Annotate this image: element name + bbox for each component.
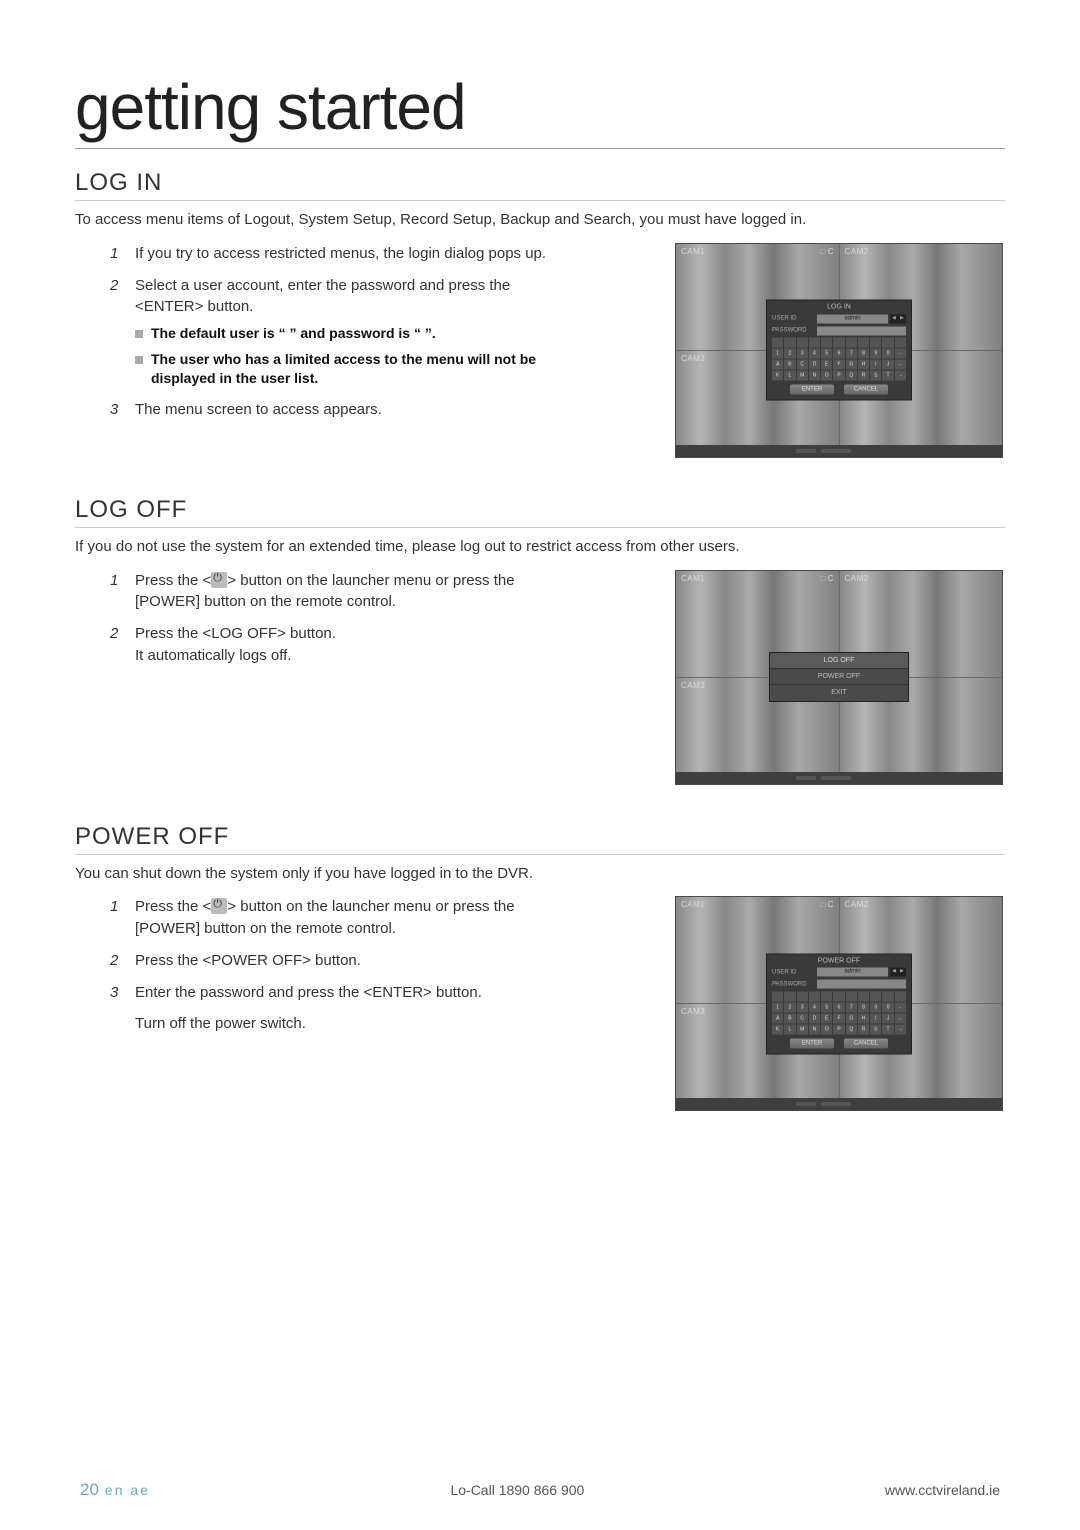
- login-title: LOG IN: [75, 169, 1005, 201]
- login-step-3: The menu screen to access appears.: [135, 401, 382, 418]
- keypad: 1234567890-ABCDEFGHIJ←KLMNOPQRST→: [772, 991, 906, 1034]
- page-title: getting started: [75, 70, 1005, 149]
- power-icon: [211, 572, 227, 588]
- poweroff-step-3b: Turn off the power switch.: [135, 1015, 306, 1032]
- login-step-1: If you try to access restricted menus, t…: [135, 245, 546, 262]
- login-steps: 1If you try to access restricted menus, …: [110, 243, 565, 421]
- logoff-intro: If you do not use the system for an exte…: [75, 536, 1005, 558]
- keypad: 1234567890-ABCDEFGHIJ←KLMNOPQRST→: [772, 338, 906, 381]
- login-step-2: Select a user account, enter the passwor…: [135, 277, 510, 316]
- footer-url: www.cctvireland.ie: [885, 1482, 1000, 1498]
- footer-phone: Lo-Call 1890 866 900: [150, 1482, 885, 1498]
- logoff-menu: LOG OFF POWER OFF EXIT: [769, 652, 909, 702]
- poweroff-intro: You can shut down the system only if you…: [75, 863, 1005, 885]
- login-dialog: LOG IN USER IDadmin◄► PASSWORD 123456789…: [766, 300, 912, 401]
- poweroff-screenshot: CAM1□ C CAM2 CAM3 POWER OFF USER IDadmin…: [675, 896, 1003, 1111]
- logoff-step-1: Press the <> button on the launcher menu…: [135, 572, 515, 611]
- section-logoff: LOG OFF If you do not use the system for…: [75, 496, 1005, 785]
- login-sub-2: The user who has a limited access to the…: [135, 350, 565, 389]
- logoff-steps: 1Press the <> button on the launcher men…: [110, 570, 565, 667]
- logoff-title: LOG OFF: [75, 496, 1005, 528]
- section-login: LOG IN To access menu items of Logout, S…: [75, 169, 1005, 458]
- poweroff-steps: 1Press the <> button on the launcher men…: [110, 896, 565, 1035]
- logoff-screenshot: CAM1□ C CAM2 CAM3 LOG OFF POWER OFF EXIT: [675, 570, 1003, 785]
- power-icon: [211, 898, 227, 914]
- poweroff-step-3: Enter the password and press the <ENTER>…: [135, 984, 482, 1001]
- login-screenshot: CAM1□ C CAM2 CAM3 LOG IN USER IDadmin◄► …: [675, 243, 1003, 458]
- poweroff-title: POWER OFF: [75, 823, 1005, 855]
- poweroff-step-2: Press the <POWER OFF> button.: [135, 952, 361, 969]
- poweroff-step-1: Press the <> button on the launcher menu…: [135, 898, 515, 937]
- logoff-step-2: Press the <LOG OFF> button. It automatic…: [135, 625, 336, 664]
- page-number: 20: [80, 1480, 99, 1499]
- section-poweroff: POWER OFF You can shut down the system o…: [75, 823, 1005, 1112]
- login-sub-1: The default user is “ ” and password is …: [135, 324, 565, 344]
- poweroff-dialog: POWER OFF USER IDadmin◄► PASSWORD 123456…: [766, 953, 912, 1054]
- login-intro: To access menu items of Logout, System S…: [75, 209, 1005, 231]
- footer-lang: en ae: [105, 1482, 150, 1498]
- page-footer: 20 en ae Lo-Call 1890 866 900 www.cctvire…: [80, 1480, 1000, 1500]
